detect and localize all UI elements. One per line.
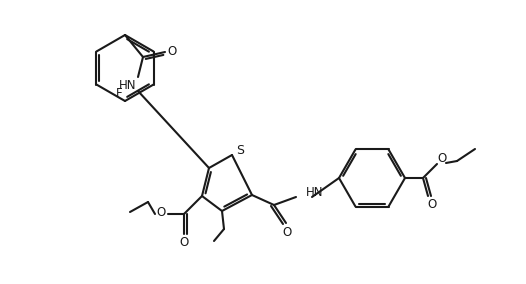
Text: S: S xyxy=(236,143,244,156)
Text: O: O xyxy=(167,45,177,57)
Text: O: O xyxy=(438,151,447,164)
Text: F: F xyxy=(116,87,123,99)
Text: O: O xyxy=(427,199,437,212)
Text: O: O xyxy=(156,206,166,220)
Text: O: O xyxy=(179,237,189,250)
Text: HN: HN xyxy=(119,78,137,91)
Text: HN: HN xyxy=(306,185,323,199)
Text: O: O xyxy=(282,225,291,239)
